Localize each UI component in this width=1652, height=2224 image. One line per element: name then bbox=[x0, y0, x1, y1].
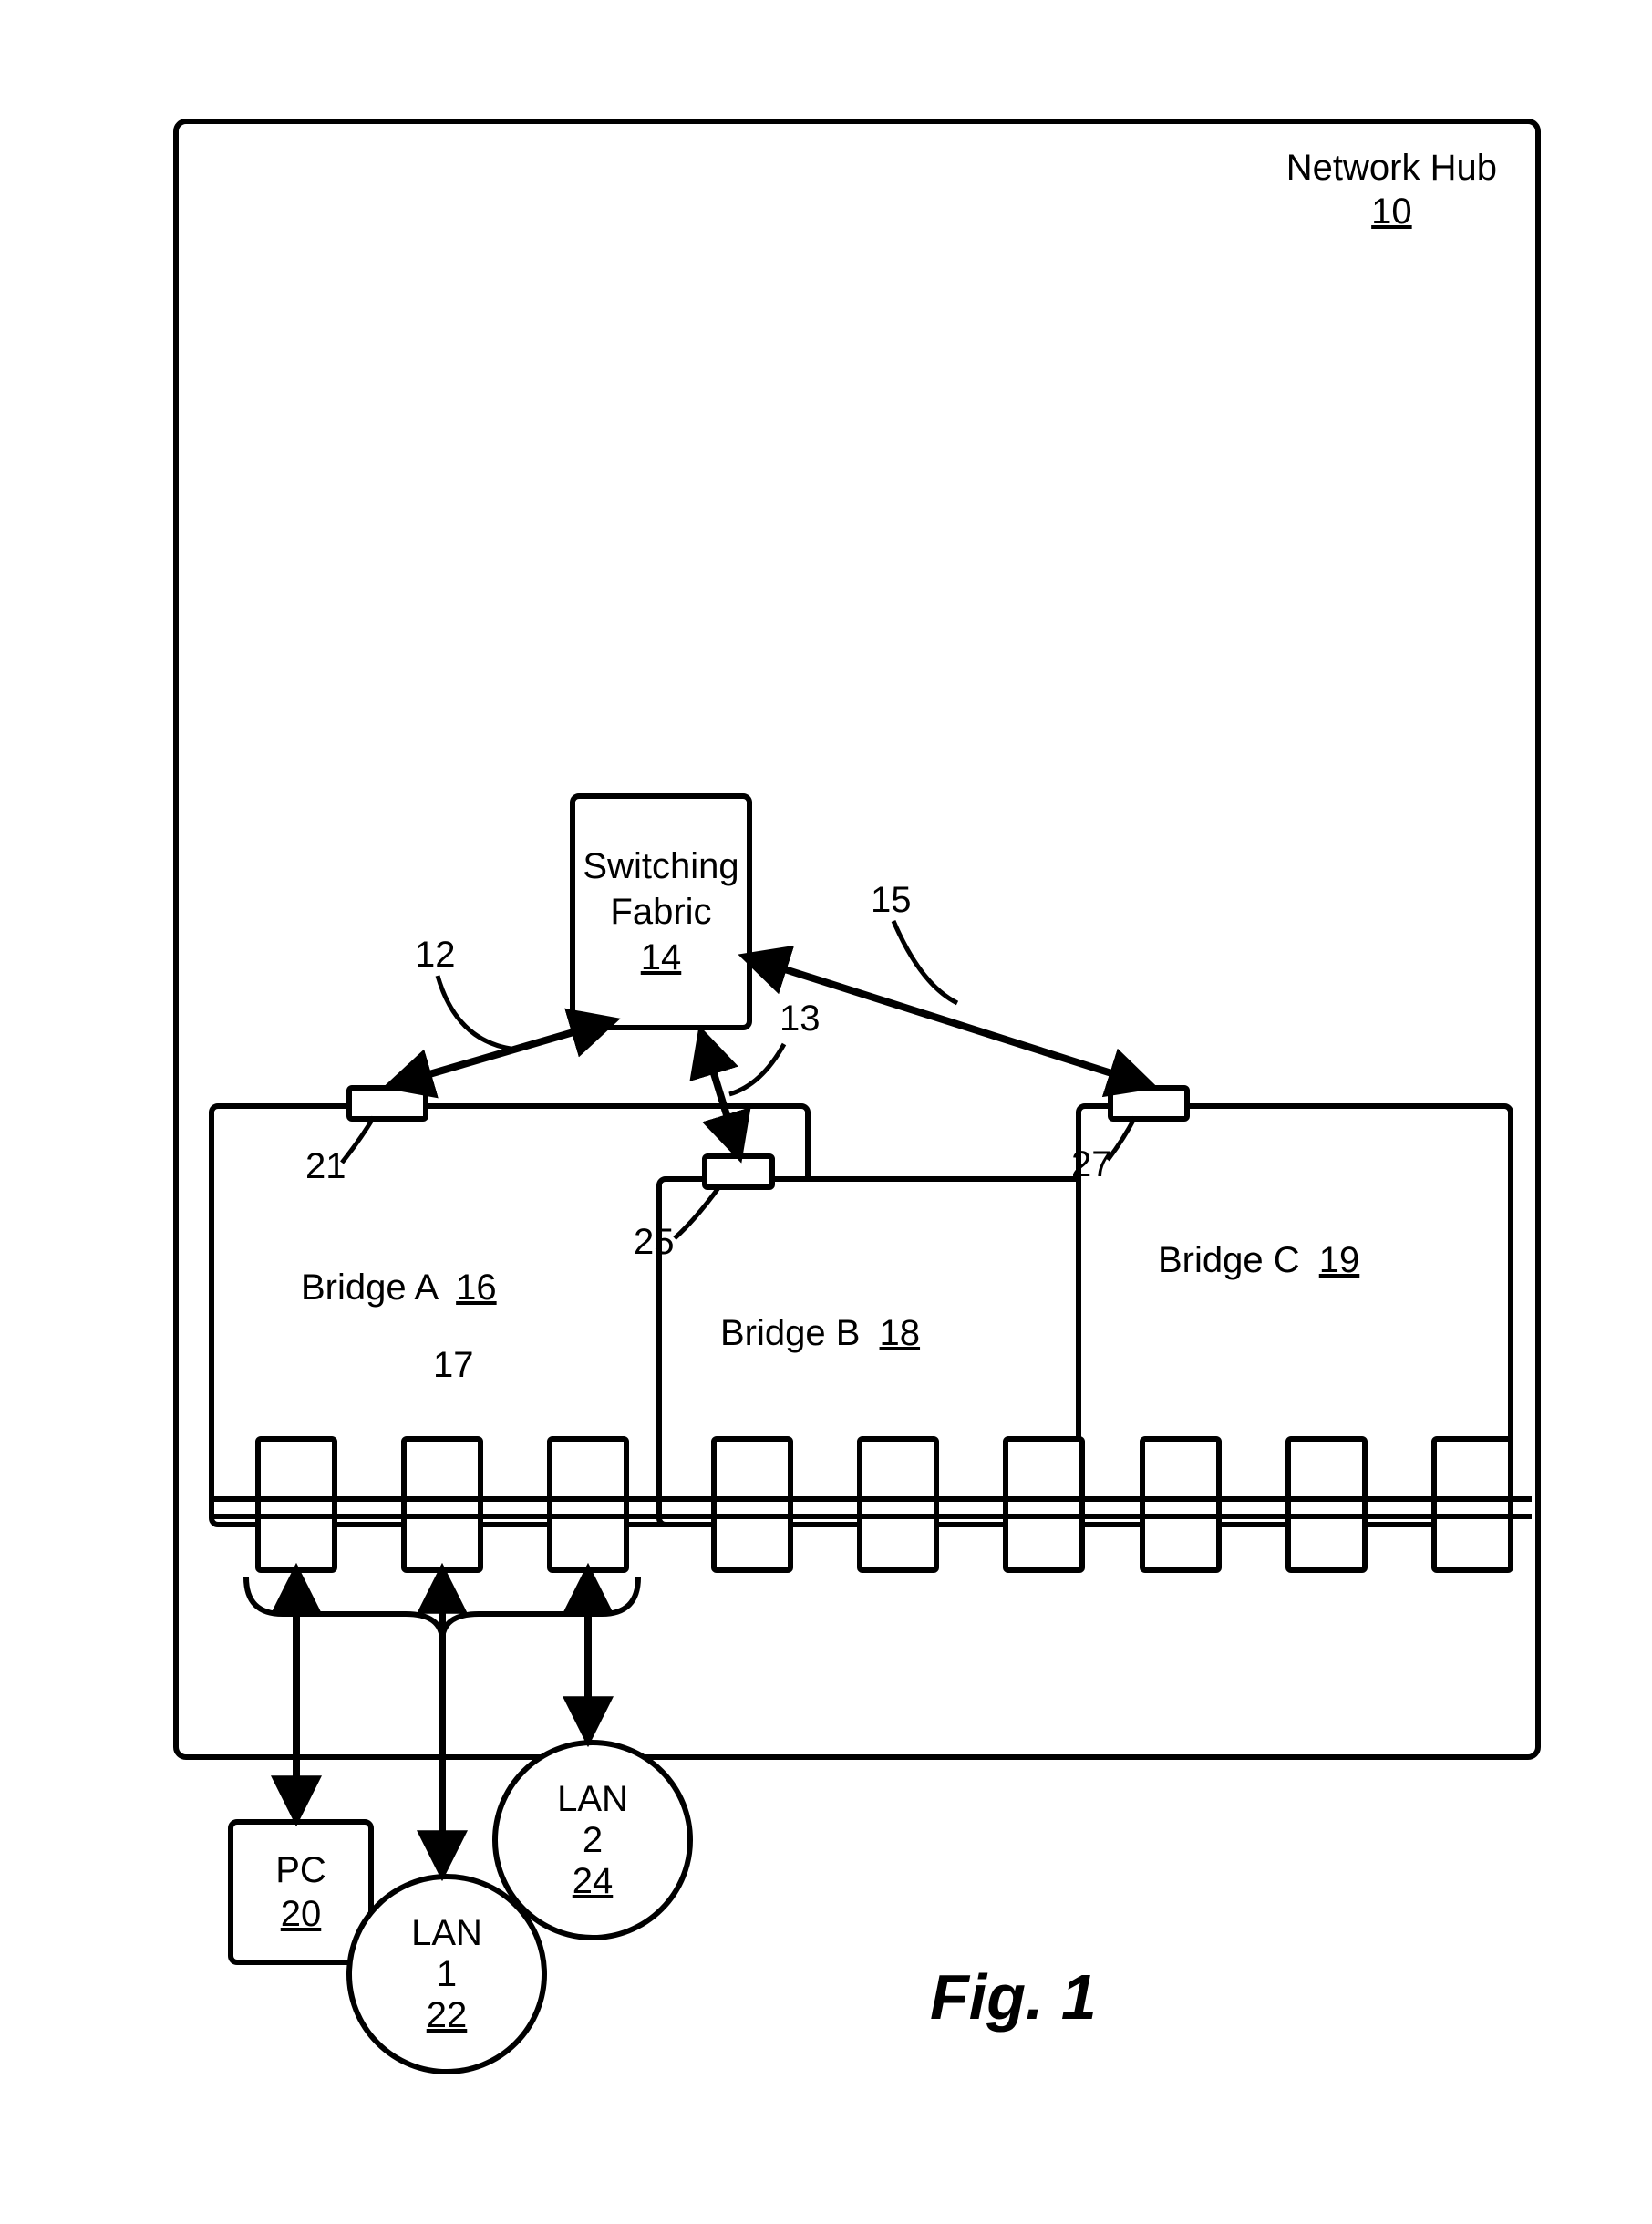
bridge-c-ext-port-3 bbox=[1431, 1436, 1513, 1573]
link-15-ref: 15 bbox=[871, 880, 912, 921]
lan2-ref: 24 bbox=[573, 1861, 614, 1902]
lan2-circle: LAN 2 24 bbox=[492, 1740, 693, 1940]
pc-l1: PC bbox=[233, 1848, 368, 1892]
bridge-a-ext-port-1 bbox=[255, 1436, 337, 1573]
network-hub-ref: 10 bbox=[1286, 190, 1497, 233]
bridge-a-label: Bridge A 16 bbox=[301, 1267, 497, 1309]
bridge-c-ref: 19 bbox=[1319, 1240, 1360, 1280]
network-hub-label-text: Network Hub bbox=[1286, 146, 1497, 190]
switching-fabric-box: Switching Fabric 14 bbox=[570, 793, 752, 1030]
bridge-b-ext-port-1 bbox=[711, 1436, 793, 1573]
bridge-a-name: Bridge A bbox=[301, 1267, 437, 1308]
bridge-b-fabric-port bbox=[702, 1153, 775, 1190]
switching-fabric-l1: Switching bbox=[575, 843, 747, 889]
pc-ref: 20 bbox=[233, 1892, 368, 1936]
lan1-l1: LAN bbox=[411, 1913, 482, 1954]
switching-fabric-label: Switching Fabric 14 bbox=[575, 843, 747, 980]
bridge-b-ext-port-3 bbox=[1003, 1436, 1085, 1573]
port27-ref: 27 bbox=[1071, 1144, 1112, 1185]
lan2-l1: LAN bbox=[557, 1779, 628, 1820]
port21-ref: 21 bbox=[305, 1146, 346, 1187]
bridge-a-ext-port-3 bbox=[547, 1436, 629, 1573]
bridge-c-ext-port-2 bbox=[1285, 1436, 1368, 1573]
bridge-b-ext-port-2 bbox=[857, 1436, 939, 1573]
diagram-canvas: Network Hub 10 Switching Fabric 14 Bridg… bbox=[0, 0, 1652, 2224]
port25-ref: 25 bbox=[634, 1222, 675, 1263]
bridge-b-ref: 18 bbox=[880, 1313, 921, 1353]
link-12-ref: 12 bbox=[415, 935, 456, 976]
bridge-a-ext-port-2 bbox=[401, 1436, 483, 1573]
lan1-ref: 22 bbox=[427, 1995, 468, 2036]
link-13-ref: 13 bbox=[780, 998, 821, 1040]
figure-label: Fig. 1 bbox=[930, 1960, 1097, 2033]
switching-fabric-ref: 14 bbox=[575, 935, 747, 980]
bridge-a-fabric-port bbox=[346, 1085, 428, 1122]
lan2-l2: 2 bbox=[583, 1820, 603, 1861]
pc-label: PC 20 bbox=[233, 1848, 368, 1936]
bridge-c-fabric-port bbox=[1108, 1085, 1190, 1122]
switching-fabric-l2: Fabric bbox=[575, 889, 747, 935]
lan1-l2: 1 bbox=[437, 1954, 457, 1995]
bridge-c-name: Bridge C bbox=[1158, 1240, 1300, 1280]
bridge-b-label: Bridge B 18 bbox=[720, 1313, 920, 1354]
bridge-a-ref: 16 bbox=[456, 1267, 497, 1308]
network-hub-label: Network Hub 10 bbox=[1286, 146, 1497, 233]
bridge-c-label: Bridge C 19 bbox=[1158, 1240, 1359, 1281]
bridge-a-ports-ref: 17 bbox=[433, 1345, 474, 1386]
bridge-b-name: Bridge B bbox=[720, 1313, 860, 1353]
bridge-c-ext-port-1 bbox=[1140, 1436, 1222, 1573]
